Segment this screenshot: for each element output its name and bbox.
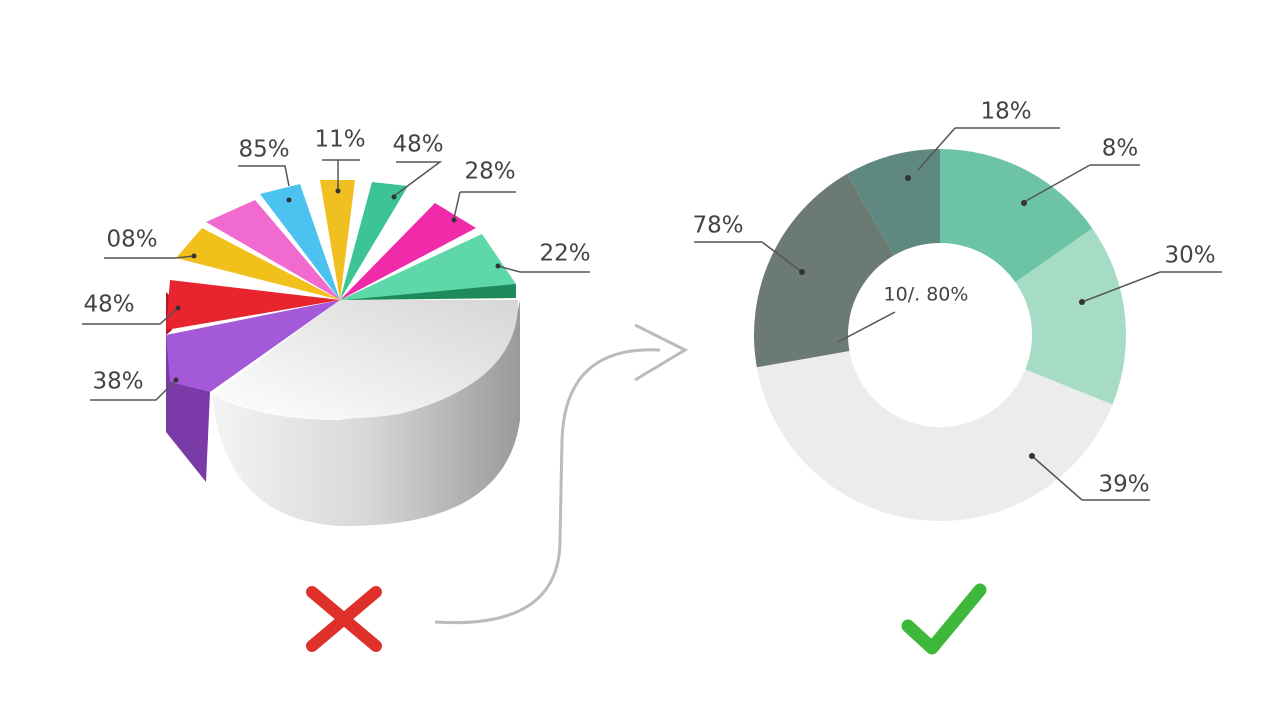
label: 39% bbox=[1098, 472, 1149, 498]
leader bbox=[497, 265, 590, 273]
dot bbox=[495, 263, 501, 269]
leader bbox=[82, 307, 179, 325]
leader bbox=[90, 379, 177, 401]
leader bbox=[104, 255, 195, 259]
leader bbox=[238, 165, 290, 187]
label: 30% bbox=[1164, 243, 1215, 269]
right-labels: 18% 8% 30% 78% 39% 10/. 80% bbox=[692, 99, 1215, 498]
donut-segment bbox=[940, 149, 1093, 283]
slice bbox=[340, 182, 408, 300]
pie-side bbox=[212, 300, 520, 527]
dot bbox=[175, 305, 181, 311]
donut-segment bbox=[754, 173, 894, 368]
donut-segment bbox=[847, 149, 940, 256]
label: 48% bbox=[83, 292, 134, 318]
dot bbox=[191, 253, 197, 259]
right-leaders bbox=[694, 127, 1222, 501]
slice bbox=[176, 228, 340, 300]
label: 8% bbox=[1102, 136, 1139, 162]
slice-side bbox=[345, 284, 516, 300]
slice bbox=[206, 200, 340, 300]
label: 85% bbox=[238, 137, 289, 163]
leader bbox=[1031, 455, 1150, 501]
label: 28% bbox=[464, 159, 515, 185]
label: 08% bbox=[106, 227, 157, 253]
dot bbox=[905, 175, 911, 181]
dot bbox=[173, 377, 179, 383]
label: 18% bbox=[980, 99, 1031, 125]
slice bbox=[260, 184, 340, 300]
label: 78% bbox=[692, 213, 743, 239]
leader bbox=[694, 241, 803, 273]
pie-top bbox=[212, 300, 519, 420]
dot bbox=[391, 194, 397, 200]
check-icon bbox=[901, 583, 987, 655]
leader bbox=[1081, 271, 1222, 303]
leader bbox=[453, 191, 516, 219]
donut-segment bbox=[756, 350, 1113, 521]
leader bbox=[917, 127, 1060, 171]
dot bbox=[799, 269, 805, 275]
left-leaders bbox=[82, 159, 590, 401]
donut-segment bbox=[1015, 228, 1126, 405]
slice bbox=[320, 180, 355, 300]
arrow bbox=[434, 348, 661, 625]
label: 22% bbox=[539, 241, 590, 267]
dot bbox=[1029, 453, 1035, 459]
slice bbox=[166, 300, 340, 392]
dot bbox=[1021, 200, 1027, 206]
leader bbox=[1023, 164, 1140, 203]
donut bbox=[754, 149, 1126, 521]
slice bbox=[340, 234, 516, 300]
label: 48% bbox=[392, 132, 443, 158]
leader bbox=[837, 311, 896, 343]
slice bbox=[340, 203, 476, 300]
dot bbox=[286, 197, 292, 203]
slice bbox=[166, 280, 340, 330]
left-labels: 85% 11% 48% 28% 22% 08% 48% 38% bbox=[83, 127, 590, 395]
leader bbox=[393, 161, 443, 197]
center-label: 10/. 80% bbox=[884, 284, 969, 306]
dot bbox=[451, 217, 457, 223]
arrow-head bbox=[634, 323, 689, 382]
leader bbox=[322, 159, 360, 190]
dot bbox=[335, 188, 341, 194]
cross-icon bbox=[306, 586, 382, 652]
label: 38% bbox=[92, 369, 143, 395]
pie-3d bbox=[166, 180, 520, 527]
label: 11% bbox=[314, 127, 365, 153]
dot bbox=[1079, 299, 1085, 305]
